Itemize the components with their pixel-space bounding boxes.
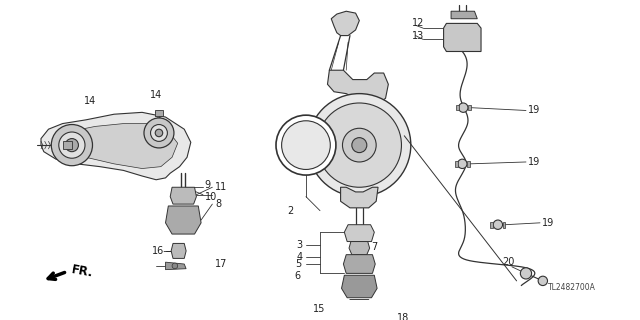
Circle shape: [144, 118, 174, 148]
Text: 19: 19: [528, 106, 540, 116]
Polygon shape: [53, 124, 178, 169]
Circle shape: [156, 129, 163, 137]
Polygon shape: [349, 242, 370, 255]
Circle shape: [276, 115, 336, 175]
Text: 3: 3: [296, 240, 303, 250]
Circle shape: [59, 132, 85, 158]
Circle shape: [51, 124, 93, 166]
Polygon shape: [344, 225, 374, 242]
Polygon shape: [166, 206, 201, 234]
Polygon shape: [342, 275, 377, 298]
Text: 14: 14: [150, 91, 162, 100]
Polygon shape: [468, 105, 471, 110]
Text: 17: 17: [215, 259, 227, 269]
Circle shape: [308, 94, 411, 196]
Text: 11: 11: [215, 182, 227, 192]
Text: 18: 18: [397, 313, 409, 320]
Polygon shape: [455, 161, 458, 167]
Text: 6: 6: [295, 271, 301, 281]
Polygon shape: [166, 262, 186, 270]
Text: TL2482700A: TL2482700A: [548, 283, 596, 292]
Text: 12: 12: [412, 19, 424, 28]
Polygon shape: [456, 105, 459, 110]
Text: 2: 2: [287, 206, 294, 216]
Circle shape: [520, 268, 532, 279]
Circle shape: [282, 121, 330, 170]
Polygon shape: [63, 141, 72, 149]
Polygon shape: [502, 222, 506, 228]
Text: 5: 5: [295, 259, 301, 269]
Polygon shape: [332, 11, 359, 36]
Circle shape: [493, 220, 502, 229]
Circle shape: [458, 159, 467, 169]
Text: 8: 8: [215, 199, 221, 209]
Text: 10: 10: [205, 192, 217, 202]
Text: FR.: FR.: [70, 263, 94, 280]
Polygon shape: [467, 161, 470, 167]
Circle shape: [352, 138, 367, 153]
Text: 13: 13: [412, 31, 424, 41]
Text: 19: 19: [528, 157, 540, 167]
Text: 15: 15: [314, 304, 326, 314]
Circle shape: [150, 124, 168, 141]
Circle shape: [65, 139, 79, 152]
Circle shape: [383, 302, 388, 308]
Polygon shape: [344, 255, 375, 273]
Text: 16—: 16—: [152, 246, 173, 256]
Circle shape: [342, 128, 376, 162]
Text: 7: 7: [371, 242, 378, 252]
Polygon shape: [374, 301, 392, 309]
Polygon shape: [156, 110, 163, 116]
Text: 20: 20: [502, 257, 515, 267]
Circle shape: [172, 263, 178, 269]
Circle shape: [538, 276, 547, 285]
Polygon shape: [451, 11, 477, 19]
Polygon shape: [171, 244, 186, 259]
Text: 9: 9: [205, 180, 211, 190]
Text: 19: 19: [542, 218, 554, 228]
Text: 4: 4: [296, 252, 303, 262]
Polygon shape: [444, 23, 481, 52]
Polygon shape: [348, 300, 371, 312]
Polygon shape: [340, 187, 378, 208]
Polygon shape: [328, 70, 388, 105]
Circle shape: [317, 103, 401, 187]
Text: 14: 14: [84, 96, 96, 106]
Polygon shape: [170, 187, 196, 204]
Circle shape: [459, 103, 468, 112]
Polygon shape: [490, 222, 493, 228]
Polygon shape: [41, 112, 191, 180]
